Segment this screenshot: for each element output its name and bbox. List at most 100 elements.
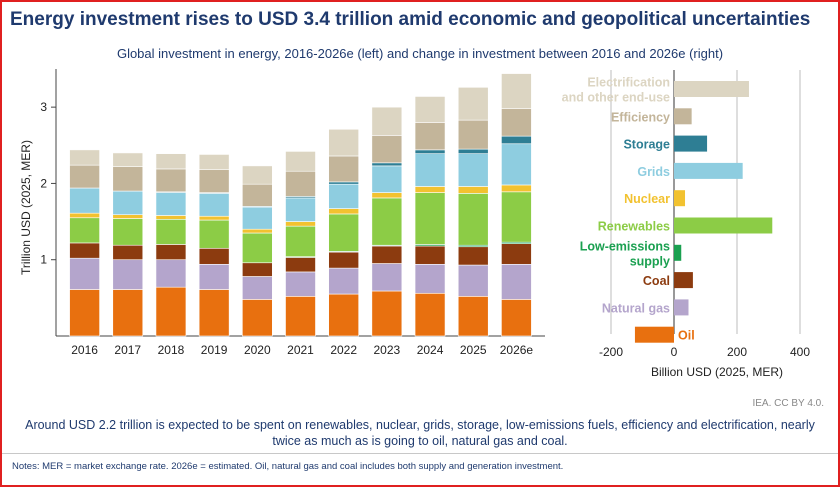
bar-segment-renewables bbox=[371, 197, 403, 246]
change-bar-storage bbox=[674, 135, 708, 152]
x-tick-label: 2020 bbox=[244, 343, 271, 357]
category-label-oil: Oil bbox=[678, 329, 695, 343]
bar-segment-efficiency bbox=[242, 183, 273, 207]
bar-segment-grids bbox=[285, 197, 316, 222]
bar-segment-nuclear bbox=[242, 228, 273, 234]
y-tick-label: 3 bbox=[40, 100, 47, 114]
bar-segment-efficiency bbox=[285, 170, 316, 197]
x-tick-label: 400 bbox=[790, 345, 810, 359]
bar-segment-nuclear bbox=[155, 215, 187, 220]
bar-segment-efficiency bbox=[414, 122, 446, 151]
bar-segment-electrification bbox=[69, 149, 100, 166]
bar-segment-electrification bbox=[501, 73, 532, 109]
bar-segment-electrification bbox=[285, 151, 316, 172]
divider bbox=[2, 453, 838, 454]
bar-segment-efficiency bbox=[371, 135, 403, 164]
category-label-electrification: Electrification bbox=[587, 76, 670, 90]
change-bar-electrification bbox=[674, 81, 749, 97]
bar-segment-storage bbox=[328, 181, 359, 185]
bar-segment-natural-gas bbox=[328, 267, 359, 295]
bar-segment-natural-gas bbox=[371, 263, 403, 292]
bar-segment-grids bbox=[501, 143, 532, 186]
x-tick-label: 2024 bbox=[417, 343, 444, 357]
change-bar-oil bbox=[634, 326, 674, 343]
bar-segment-electrification bbox=[371, 106, 403, 136]
change-bar-nuclear bbox=[674, 190, 686, 207]
category-label-coal: Coal bbox=[643, 274, 670, 288]
x-tick-label: 2025 bbox=[460, 343, 487, 357]
bar-segment-coal bbox=[371, 245, 403, 264]
y-tick-label: 2 bbox=[40, 176, 47, 190]
bar-segment-storage bbox=[501, 135, 532, 145]
bar-segment-efficiency bbox=[155, 168, 187, 193]
bar-segment-natural-gas bbox=[198, 263, 230, 290]
bar-segment-nuclear bbox=[371, 192, 403, 199]
bar-segment-storage bbox=[414, 149, 446, 154]
bar-segment-grids bbox=[457, 153, 489, 187]
bar-segment-efficiency bbox=[457, 119, 489, 150]
bar-segment-coal bbox=[155, 244, 187, 261]
bar-segment-electrification bbox=[328, 128, 359, 157]
source-credit: IEA. CC BY 4.0. bbox=[752, 398, 824, 409]
x-tick-label: 2016 bbox=[71, 343, 98, 357]
bar-segment-nuclear bbox=[285, 221, 316, 227]
category-label-nuclear: Nuclear bbox=[624, 192, 670, 206]
bar-segment-natural-gas bbox=[414, 263, 446, 294]
bar-segment-grids bbox=[328, 183, 359, 209]
x-tick-label: 2022 bbox=[330, 343, 357, 357]
bar-segment-grids bbox=[371, 165, 403, 193]
bar-segment-electrification bbox=[155, 153, 187, 170]
x-tick-label: 2019 bbox=[201, 343, 228, 357]
bar-segment-coal bbox=[457, 246, 489, 266]
summary-text: Around USD 2.2 trillion is expected to b… bbox=[25, 418, 815, 448]
bar-segment-coal bbox=[69, 242, 100, 259]
bar-segment-coal bbox=[198, 247, 230, 265]
bar-segment-natural-gas bbox=[155, 259, 187, 288]
bar-segment-nuclear bbox=[69, 212, 100, 219]
bar-segment-renewables bbox=[112, 218, 144, 246]
change-bar-renewables bbox=[674, 217, 773, 234]
bar-segment-storage bbox=[457, 148, 489, 154]
bar-segment-oil bbox=[69, 289, 100, 337]
bar-segment-grids bbox=[414, 153, 446, 187]
bar-segment-storage bbox=[371, 162, 403, 167]
category-label-renewables: Renewables bbox=[598, 220, 670, 234]
bar-segment-oil bbox=[198, 289, 230, 337]
bar-segment-efficiency bbox=[112, 166, 144, 192]
bar-segment-oil bbox=[371, 290, 403, 337]
change-bar-low-emissions bbox=[674, 244, 682, 261]
bar-segment-nuclear bbox=[328, 208, 359, 215]
y-axis-label: Trillion USD (2025, MER) bbox=[19, 140, 33, 275]
chart-notes: Notes: MER = market exchange rate. 2026e… bbox=[12, 461, 564, 472]
y-tick-label: 1 bbox=[40, 253, 47, 267]
bar-segment-electrification bbox=[198, 154, 230, 170]
category-label-low-emissions: Low-emissions bbox=[580, 239, 670, 253]
x-tick-label: 2021 bbox=[287, 343, 314, 357]
bar-segment-oil bbox=[285, 296, 316, 337]
x-axis-label: Billion USD (2025, MER) bbox=[651, 365, 783, 379]
bar-segment-coal bbox=[112, 244, 144, 261]
bar-segment-renewables bbox=[198, 219, 230, 249]
bar-segment-grids bbox=[155, 192, 187, 216]
category-label-storage: Storage bbox=[623, 138, 670, 152]
bar-segment-coal bbox=[242, 262, 273, 277]
bar-segment-natural-gas bbox=[69, 257, 100, 290]
bar-segment-oil bbox=[242, 299, 273, 337]
bar-segment-electrification bbox=[242, 165, 273, 185]
bar-segment-coal bbox=[285, 257, 316, 273]
change-bar-efficiency bbox=[674, 108, 692, 125]
x-tick-label: 2017 bbox=[114, 343, 141, 357]
change-bar-coal bbox=[674, 272, 693, 289]
bar-segment-natural-gas bbox=[112, 259, 144, 290]
bar-segment-nuclear bbox=[457, 186, 489, 194]
bar-segment-coal bbox=[501, 243, 532, 265]
bar-segment-renewables bbox=[155, 218, 187, 245]
bar-segment-oil bbox=[112, 289, 144, 337]
x-tick-label: 2023 bbox=[374, 343, 401, 357]
bar-segment-grids bbox=[198, 193, 230, 217]
category-label-grids: Grids bbox=[637, 165, 670, 179]
x-tick-label: -200 bbox=[599, 345, 623, 359]
bar-segment-oil bbox=[414, 292, 446, 337]
bar-segment-oil bbox=[501, 299, 532, 337]
